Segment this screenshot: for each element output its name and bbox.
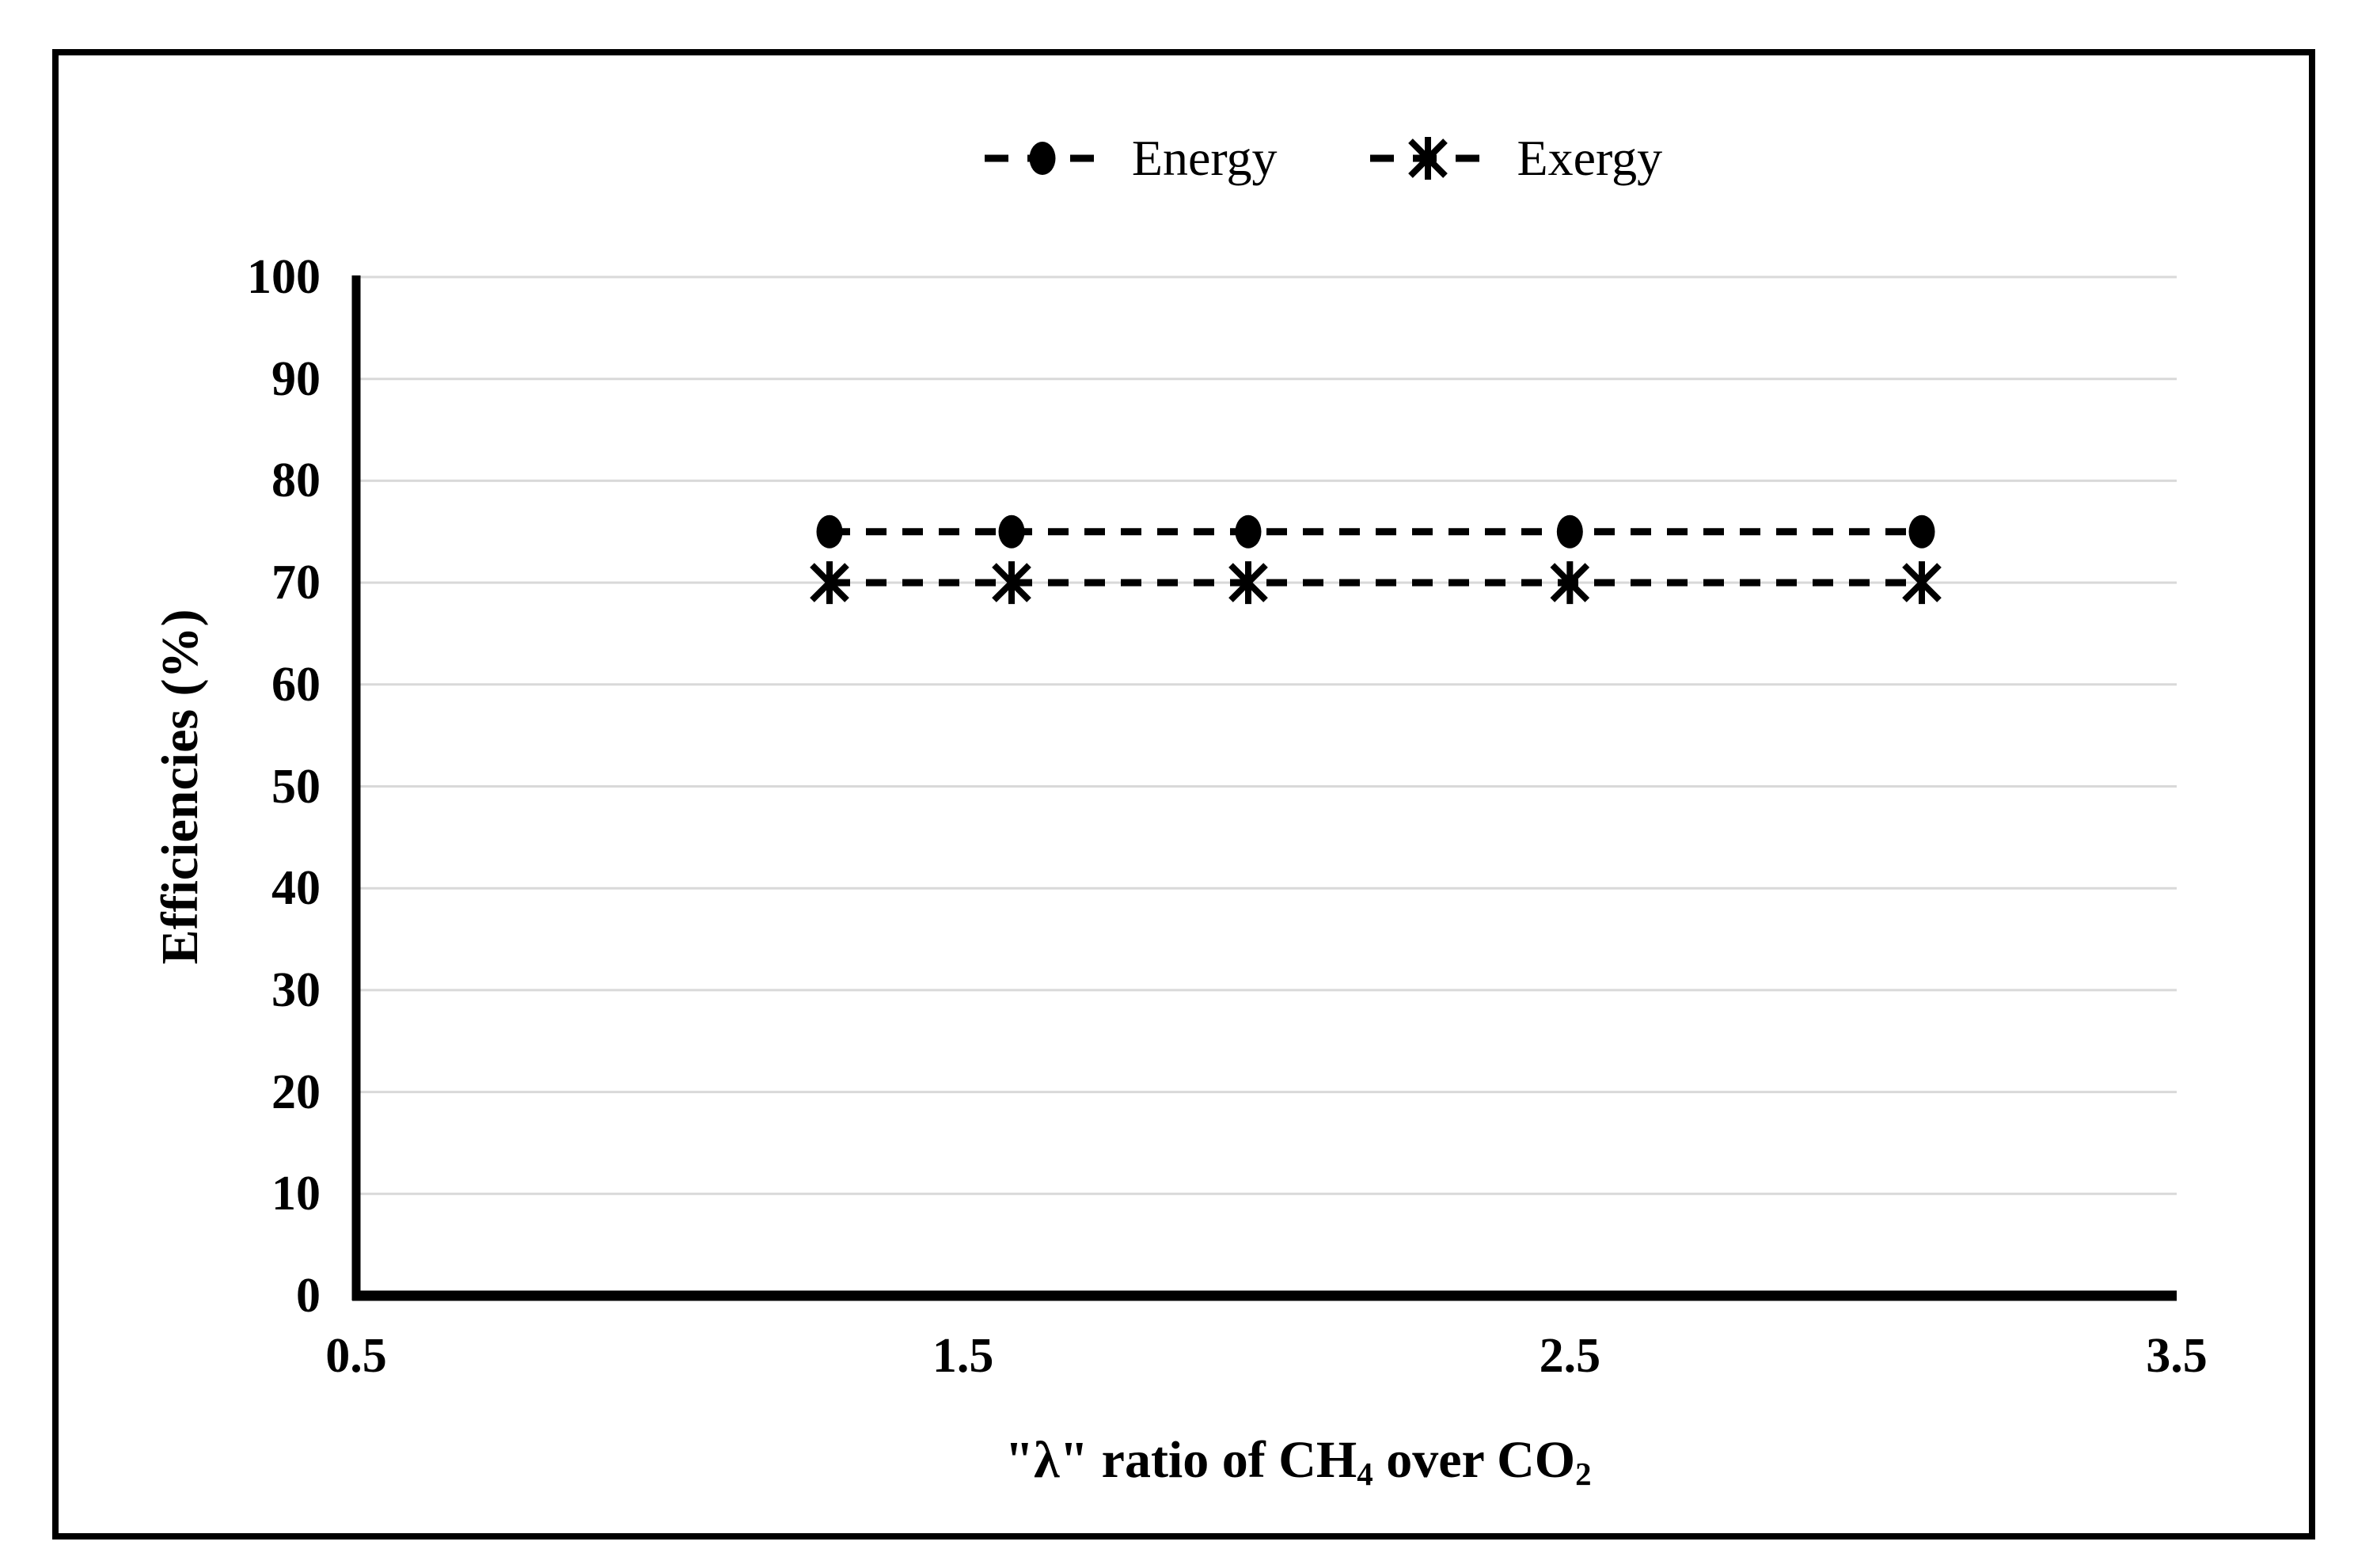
legend: Energy Exergy: [412, 119, 2233, 198]
marker-exergy: [1902, 563, 1942, 602]
legend-marker-energy: [1029, 142, 1056, 175]
legend-item-energy: Energy: [983, 125, 1278, 192]
marker-exergy: [992, 563, 1031, 602]
x-axis-title: "λ" ratio of CH4 over CO2: [1004, 1431, 1592, 1493]
y-tick-label: 50: [271, 759, 321, 814]
x-tick-label: 3.5: [2146, 1329, 2208, 1383]
y-tick-label: 90: [271, 351, 321, 406]
marker-exergy: [810, 563, 849, 602]
marker-energy: [816, 514, 843, 549]
y-tick-label: 40: [271, 861, 321, 916]
y-tick-label: 0: [296, 1269, 321, 1323]
marker-exergy: [1550, 563, 1590, 602]
legend-label: Exergy: [1517, 130, 1663, 186]
y-tick-label: 100: [247, 250, 321, 304]
asterisk-marker-icon: [1369, 137, 1486, 180]
legend-marker-exergy: [1407, 139, 1448, 178]
y-tick-label: 30: [271, 962, 321, 1017]
circle-marker-icon: [984, 142, 1100, 175]
x-tick-label: 2.5: [1539, 1329, 1601, 1383]
y-tick-label: 10: [271, 1167, 321, 1221]
x-tick-label: 0.5: [325, 1329, 387, 1383]
x-tick-label: 1.5: [932, 1329, 994, 1383]
marker-exergy: [1228, 563, 1268, 602]
y-tick-label: 80: [271, 454, 321, 508]
marker-energy: [998, 514, 1025, 549]
marker-energy: [1235, 514, 1262, 549]
y-tick-label: 70: [271, 556, 321, 610]
marker-energy: [1556, 514, 1583, 549]
y-tick-label: 20: [271, 1065, 321, 1119]
marker-energy: [1908, 514, 1935, 549]
legend-label: Energy: [1131, 130, 1278, 186]
y-tick-label: 60: [271, 657, 321, 712]
legend-item-exergy: Exergy: [1369, 125, 1663, 192]
y-axis-title: Efficiencies (%): [151, 609, 209, 965]
